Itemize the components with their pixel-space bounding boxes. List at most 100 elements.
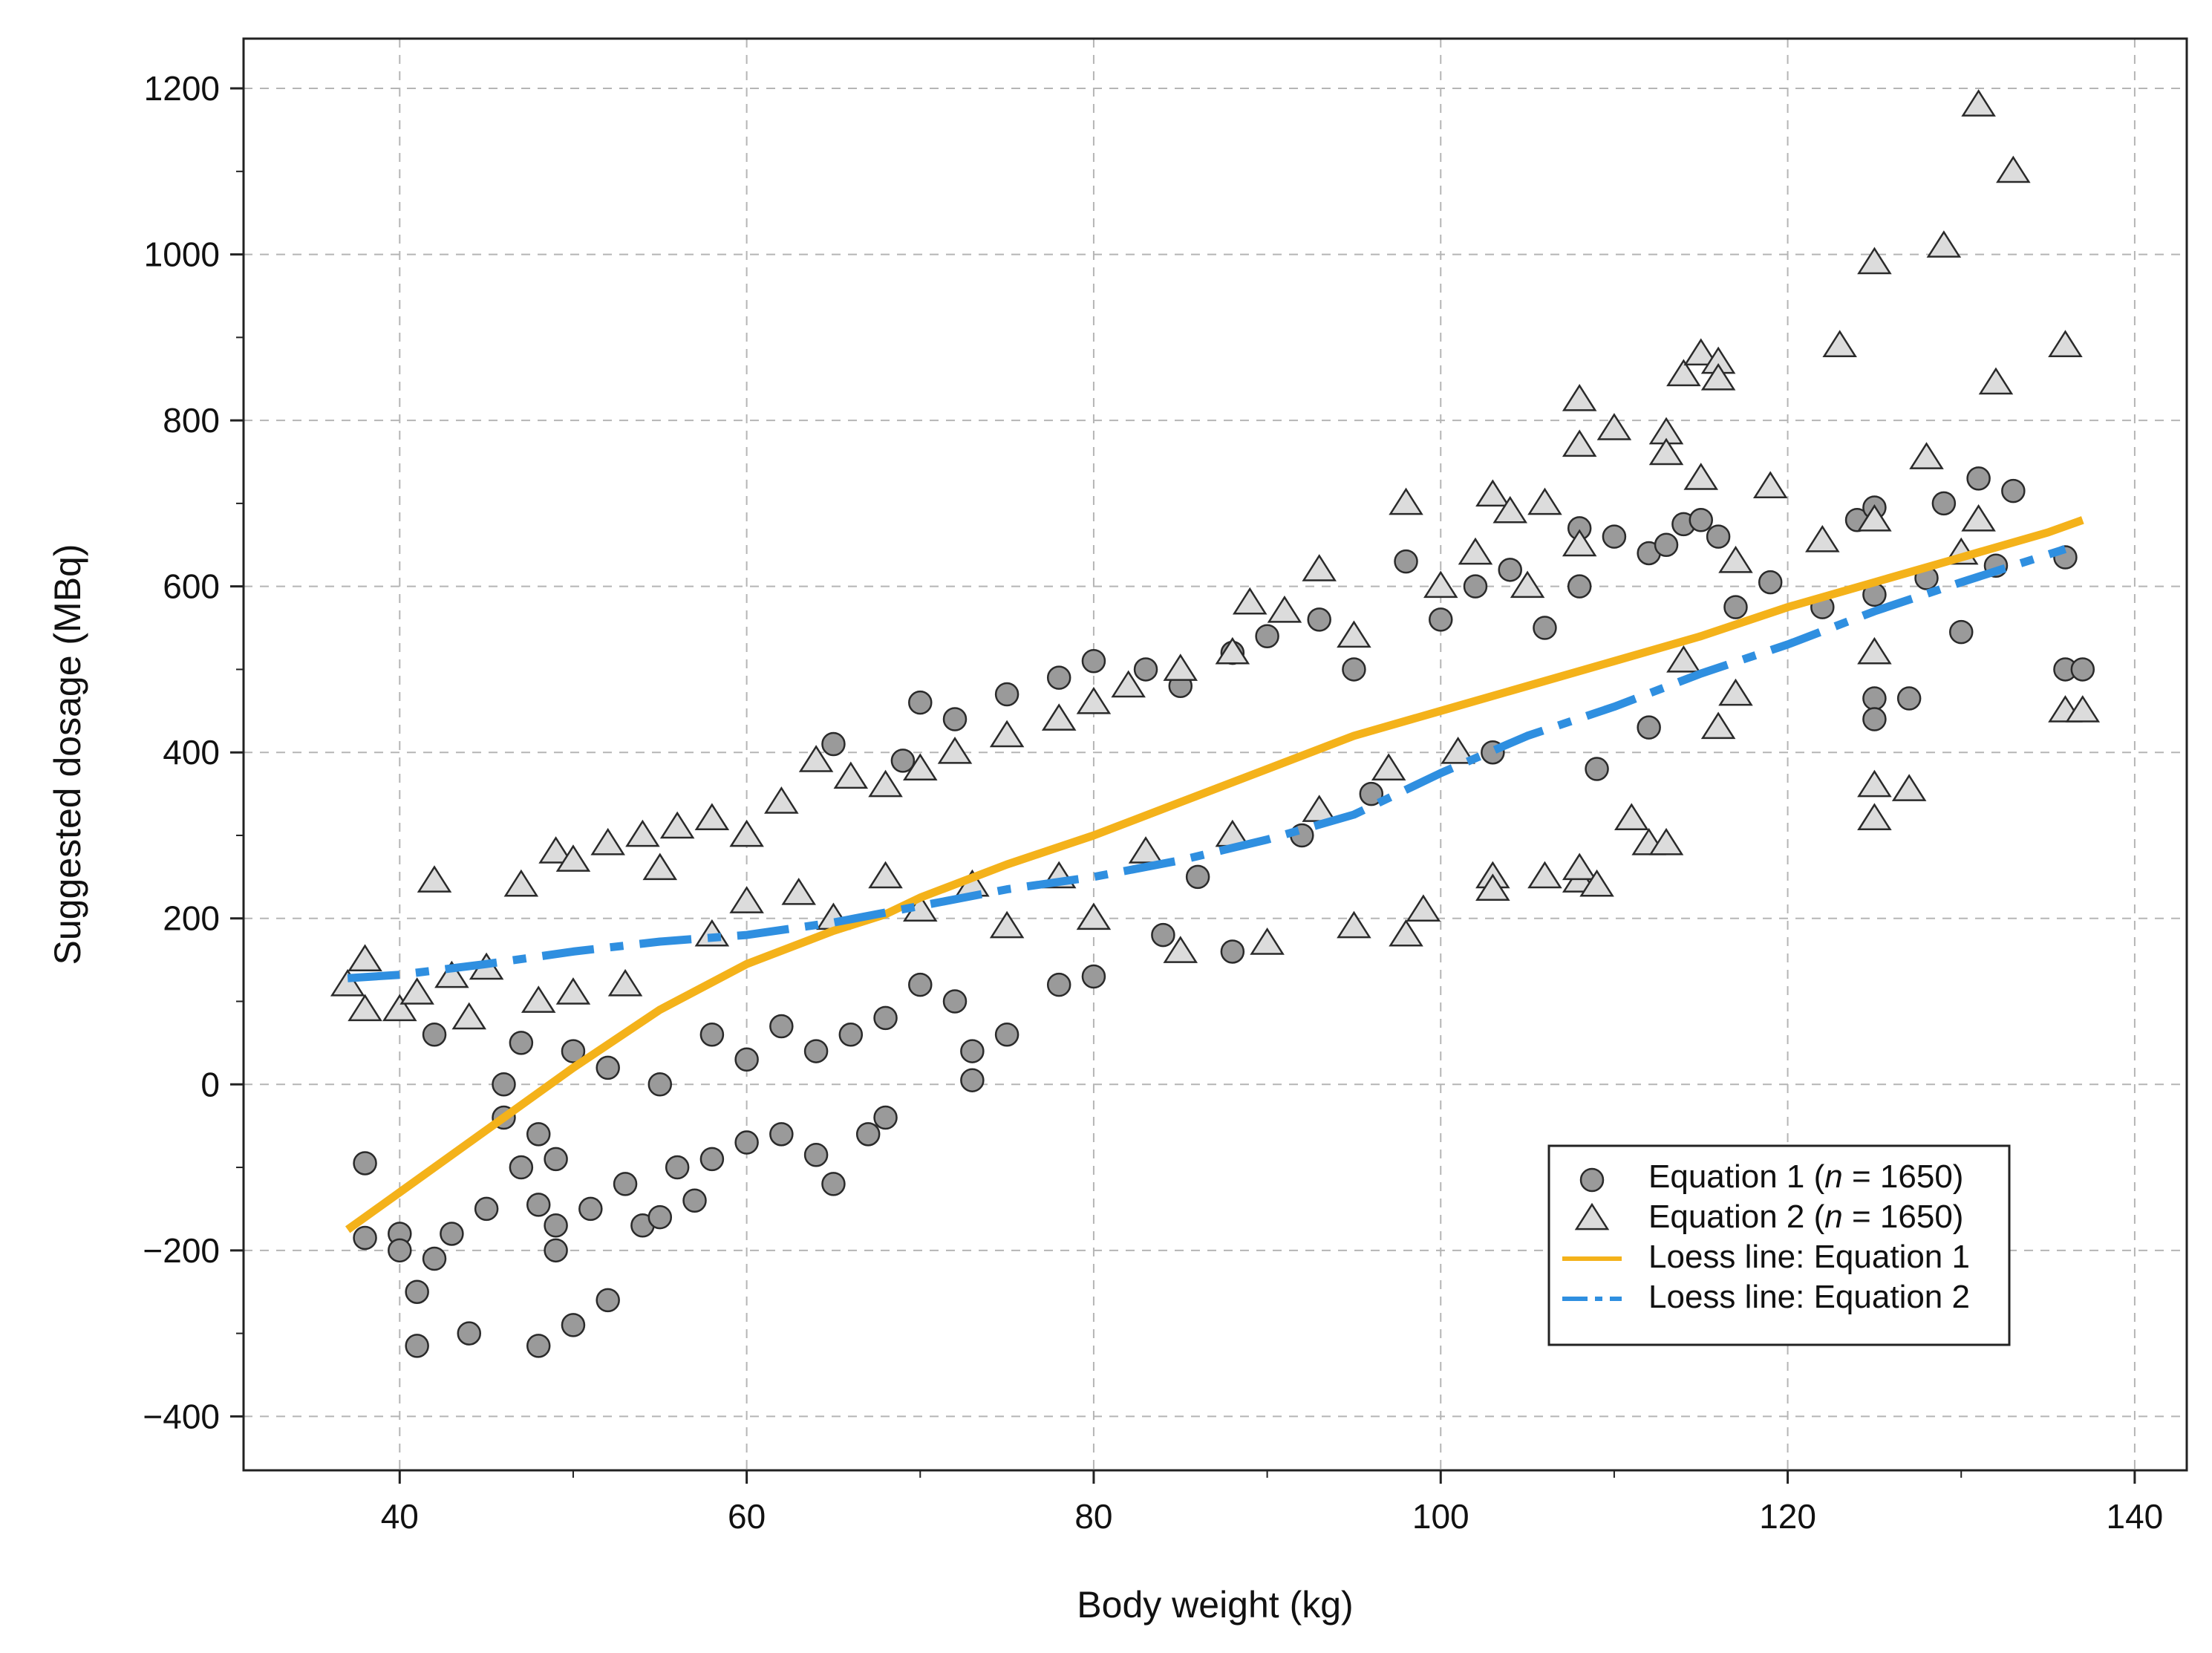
equation-2-point	[1961, 504, 1996, 532]
equation-2-point	[781, 877, 816, 905]
equation-2-point	[764, 786, 799, 814]
equation-1-point	[1255, 624, 1279, 648]
y-tick-label: 0	[200, 1065, 220, 1103]
equation-1-point	[803, 1143, 829, 1167]
equation-2-point	[1857, 636, 1892, 665]
equation-2-point	[989, 720, 1025, 748]
equation-1-point	[1585, 757, 1609, 781]
equation-1-point	[647, 1072, 673, 1097]
equation-1-point	[1429, 607, 1453, 632]
equation-1-point	[388, 1238, 412, 1263]
equation-1-point	[994, 1022, 1019, 1047]
equation-2-point	[694, 919, 730, 947]
equation-2-point	[1562, 429, 1597, 457]
y-tick-label: 400	[163, 733, 220, 772]
equation-2-point	[1337, 620, 1371, 648]
equation-1-point	[821, 1172, 846, 1196]
equation-1-point	[1706, 524, 1731, 549]
equation-1-point	[1498, 558, 1522, 582]
equation-1-point	[544, 1147, 568, 1172]
loess-line-equation-2	[347, 545, 2067, 982]
equation-1-point	[1931, 491, 1957, 516]
equation-1-point	[647, 1204, 673, 1230]
equation-2-point	[729, 886, 764, 913]
x-tick-label: 60	[728, 1497, 766, 1536]
equation-1-point	[1602, 524, 1627, 549]
equation-1-point	[422, 1022, 447, 1047]
equation-1-point	[1081, 649, 1106, 674]
equation-2-point	[694, 803, 730, 831]
x-tick-label: 120	[1759, 1497, 1816, 1536]
equation-2-point	[1718, 678, 1753, 706]
equation-2-point	[1389, 919, 1423, 947]
equation-2-point	[729, 819, 764, 847]
equation-2-point	[1475, 479, 1510, 507]
legend-label-prefix: Equation 1 (	[1648, 1158, 1825, 1195]
equation-1-point	[908, 690, 933, 715]
legend-label-prefix: Equation 2 (	[1648, 1199, 1825, 1235]
equation-1-point	[596, 1288, 620, 1313]
equation-2-point	[1857, 247, 1892, 275]
equation-1-point	[960, 1068, 985, 1092]
equation-2-point	[607, 968, 643, 997]
equation-1-point	[873, 1105, 898, 1130]
x-tick-label: 140	[2107, 1497, 2164, 1536]
equation-1-point	[353, 1151, 377, 1176]
legend-triangle-marker	[1574, 1202, 1610, 1230]
equation-1-point	[405, 1279, 429, 1304]
equation-1-point	[1151, 922, 1175, 948]
equation-1-point	[1342, 657, 1366, 682]
equation-2-point	[451, 1002, 487, 1030]
legend-label-suffix: = 1650)	[1843, 1199, 1964, 1235]
equation-1-point	[1637, 715, 1661, 740]
equation-1-point	[1133, 657, 1158, 682]
equation-1-point	[578, 1196, 603, 1222]
equation-2-point	[989, 910, 1025, 939]
equation-2-point	[1596, 413, 1632, 440]
plot-frame	[242, 37, 2188, 1472]
equation-2-point	[1163, 936, 1198, 963]
x-axis-title: Body weight (kg)	[1077, 1584, 1353, 1626]
equation-2-point	[1562, 852, 1597, 881]
y-tick-label: −200	[143, 1231, 220, 1270]
equation-1-point	[890, 749, 916, 773]
equation-1-point	[699, 1147, 725, 1172]
equation-1-point	[1394, 549, 1418, 574]
equation-2-point	[1857, 504, 1892, 532]
y-tick-label: 600	[163, 567, 220, 606]
equation-1-point	[474, 1196, 499, 1222]
equation-1-point	[2070, 657, 2095, 682]
equation-2-point	[1163, 653, 1198, 681]
equation-1-point	[422, 1246, 447, 1271]
equation-2-point	[1389, 487, 1423, 515]
equation-2-point	[659, 811, 695, 839]
equation-2-point	[1128, 836, 1164, 864]
loess-line-equation-1	[345, 516, 2084, 1233]
equation-1-point	[526, 1334, 551, 1358]
equation-2-point	[1926, 230, 1962, 258]
equation-2-point	[1562, 383, 1597, 411]
equation-1-point	[509, 1031, 534, 1055]
equation-2-point	[1562, 529, 1597, 557]
equation-1-point	[1723, 595, 1748, 619]
equation-2-point	[503, 869, 539, 897]
equation-2-point	[1683, 338, 1719, 366]
equation-2-point	[868, 861, 903, 889]
equation-1-point	[353, 1225, 377, 1251]
loess-lines	[345, 516, 2084, 1233]
equation-1-point	[1862, 686, 1887, 711]
equation-2-point	[1458, 537, 1493, 565]
equation-2-point	[1614, 803, 1649, 831]
legend-label-loess-1: Loess line: Equation 1	[1648, 1239, 1970, 1275]
equation-2-point	[868, 769, 903, 798]
equation-1-point	[855, 1122, 881, 1147]
legend-label-loess-2: Loess line: Equation 2	[1648, 1279, 1970, 1315]
equation-1-point	[821, 731, 846, 757]
equation-2-point	[798, 745, 834, 772]
equation-2-point	[382, 994, 417, 1022]
equation-1-point	[942, 707, 968, 731]
equation-2-point	[1510, 570, 1545, 599]
equation-2-point	[1700, 363, 1736, 391]
equation-1-point	[1966, 466, 1991, 491]
